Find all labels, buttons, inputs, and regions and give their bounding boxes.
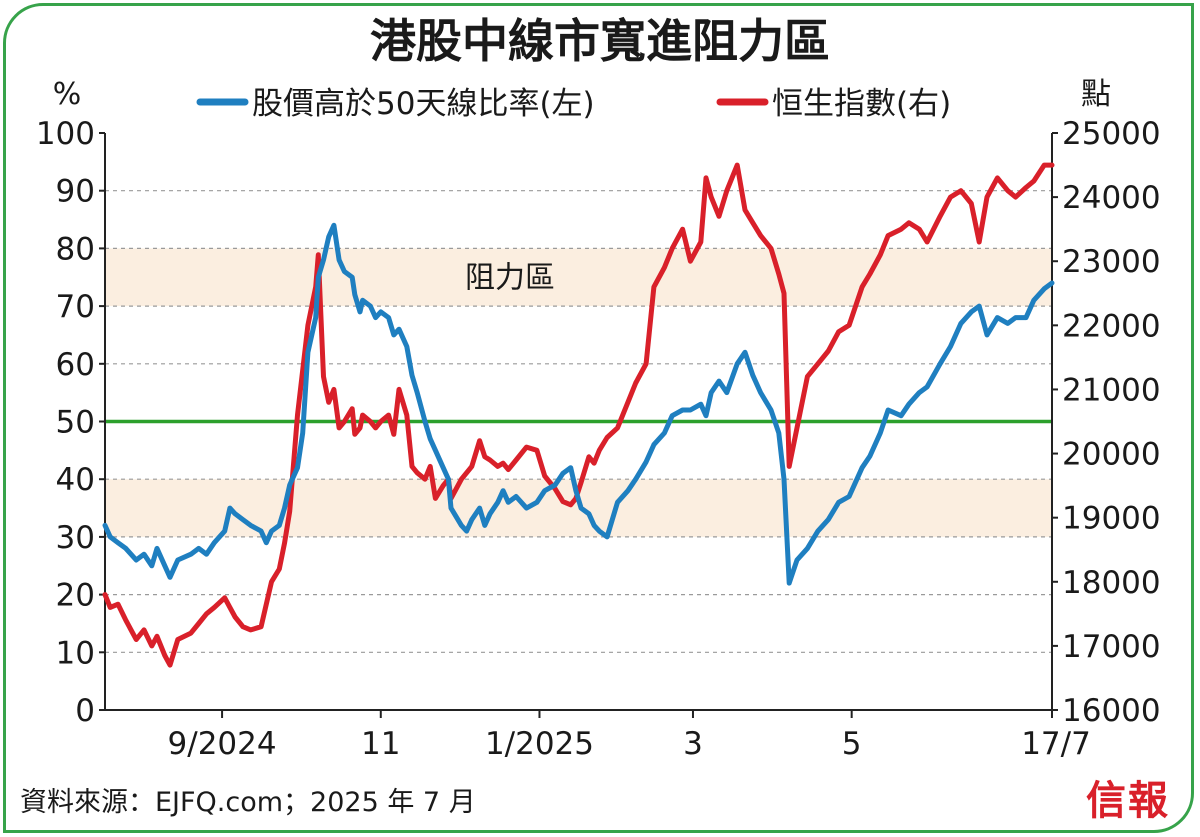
right-tick-label-24000: 24000 — [1062, 180, 1161, 216]
x-tick-label-0: 9/2024 — [168, 726, 277, 762]
x-tick-label-1: 11 — [361, 726, 400, 762]
left-axis-unit: % — [53, 77, 82, 112]
right-tick-label-16000: 16000 — [1062, 693, 1161, 729]
left-tick-label-60: 60 — [56, 347, 95, 383]
source-note: 資料來源：EJFQ.com；2025 年 7 月 — [20, 787, 476, 818]
right-tick-label-25000: 25000 — [1062, 116, 1161, 152]
right-tick-label-22000: 22000 — [1062, 308, 1161, 344]
legend: 股價高於50天線比率(左) 恒生指數(右) — [196, 86, 951, 122]
publisher-logo: 信報 — [1086, 777, 1170, 824]
chart-title: 港股中線市寬進阻力區 — [370, 14, 830, 68]
left-tick-label-100: 100 — [36, 116, 95, 152]
right-tick-label-19000: 19000 — [1062, 501, 1161, 537]
x-tick-label-4: 5 — [842, 726, 862, 762]
series-line-hsi — [102, 162, 1055, 668]
right-tick-label-20000: 20000 — [1062, 437, 1161, 473]
right-tick-label-18000: 18000 — [1062, 565, 1161, 601]
right-tick-label-17000: 17000 — [1062, 629, 1161, 665]
left-tick-label-80: 80 — [56, 231, 95, 267]
zone-labels: 阻力區 — [465, 260, 555, 295]
zone-band-0 — [105, 248, 1052, 307]
series-lines — [102, 162, 1055, 668]
x-tick-label-5: 17/7 — [1021, 726, 1091, 762]
zone-label-0: 阻力區 — [465, 260, 555, 295]
left-tick-label-40: 40 — [56, 462, 95, 498]
chart-frame — [3, 3, 1194, 833]
left-tick-label-0: 0 — [75, 693, 95, 729]
series-line-breadth — [102, 222, 1055, 586]
right-tick-label-23000: 23000 — [1062, 244, 1161, 280]
left-tick-label-20: 20 — [56, 578, 95, 614]
x-tick-label-2: 1/2025 — [485, 726, 594, 762]
x-axis-ticks: 9/2024 11 1/2025 3 5 17/7 — [168, 710, 1091, 762]
right-axis-ticks: 16000 17000 18000 19000 20000 21000 22000 23000… — [1052, 116, 1161, 729]
zones — [105, 248, 1052, 537]
x-tick-label-3: 3 — [683, 726, 703, 762]
left-tick-label-50: 50 — [56, 405, 95, 441]
left-tick-label-90: 90 — [56, 174, 95, 210]
left-tick-label-30: 30 — [56, 520, 95, 556]
legend-label-breadth: 股價高於50天線比率(左) — [252, 86, 595, 122]
legend-label-hsi: 恒生指數(右) — [772, 86, 951, 122]
right-axis-unit: 點 — [1081, 77, 1111, 112]
right-tick-label-21000: 21000 — [1062, 372, 1161, 408]
left-tick-label-10: 10 — [56, 635, 95, 671]
left-tick-label-70: 70 — [56, 289, 95, 325]
left-axis-ticks: 0 10 20 30 40 50 60 70 80 90 100 — [36, 116, 105, 729]
